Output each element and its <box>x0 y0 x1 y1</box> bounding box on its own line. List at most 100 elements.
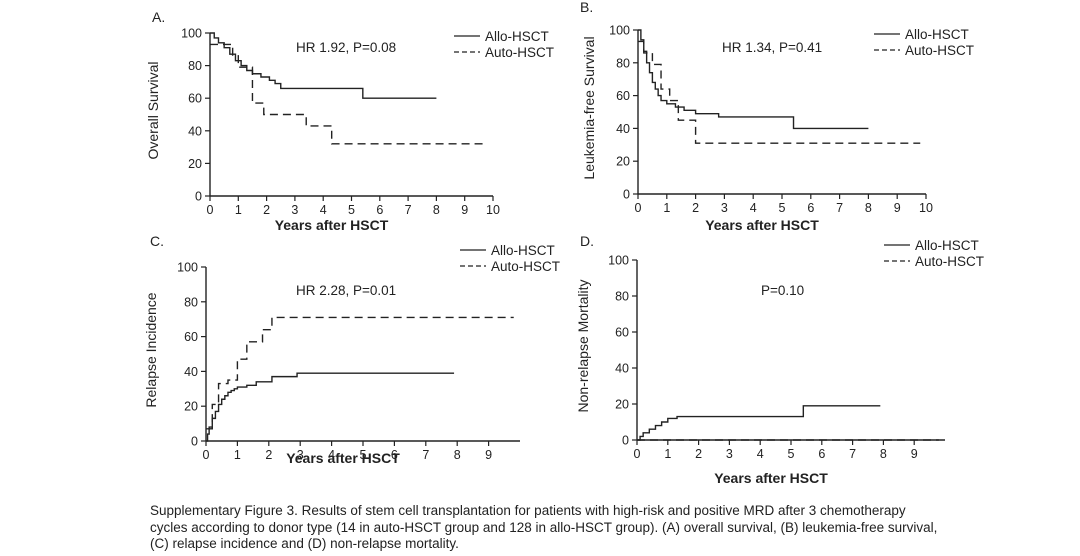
y-axis-label: Relapse Incidence <box>143 292 159 407</box>
caption-line-1: Supplementary Figure 3. Results of stem … <box>150 503 906 518</box>
caption-line-2: cycles according to donor type (14 in au… <box>150 519 938 535</box>
x-tick-label: 6 <box>376 203 383 217</box>
caption-line-3: (C) relapse incidence and (D) non-relaps… <box>150 536 459 551</box>
y-tick-label: 80 <box>616 56 630 70</box>
y-tick-label: 60 <box>616 89 630 103</box>
x-tick-label: 6 <box>818 447 825 461</box>
legend-label: Auto-HSCT <box>491 259 560 274</box>
x-tick-label: 2 <box>695 447 702 461</box>
panel-b: B. 0 20 40 60 80 100 0 1 2 3 4 5 6 7 8 9 10 Years after HS… <box>580 0 974 233</box>
x-tick-label: 3 <box>726 447 733 461</box>
y-tick-label: 60 <box>184 330 198 344</box>
legend-label: Allo-HSCT <box>491 243 555 258</box>
x-tick-label: 5 <box>348 203 355 217</box>
x-tick-label: 7 <box>849 447 856 461</box>
x-tick-label: 9 <box>485 448 492 462</box>
y-tick-label: 100 <box>177 261 198 275</box>
x-tick-label: 6 <box>807 201 814 215</box>
legend-label: Allo-HSCT <box>905 27 969 42</box>
series-line-allo-hsct <box>210 32 437 99</box>
x-tick-label: 3 <box>297 448 304 462</box>
y-tick-label: 0 <box>622 434 629 448</box>
series-line-allo-hsct <box>637 405 881 441</box>
series-line-allo-hsct <box>206 372 455 442</box>
x-tick-label: 2 <box>692 201 699 215</box>
x-axis-label: Years after HSCT <box>714 470 828 486</box>
panel-label: D. <box>580 233 594 249</box>
panel-label: B. <box>580 0 593 15</box>
x-tick-label: 5 <box>360 448 367 462</box>
y-tick-label: 20 <box>615 398 629 412</box>
x-tick-label: 1 <box>664 447 671 461</box>
panel-label: A. <box>152 9 165 25</box>
x-tick-label: 10 <box>919 201 933 215</box>
x-tick-label: 7 <box>405 203 412 217</box>
y-tick-label: 80 <box>615 290 629 304</box>
y-tick-label: 0 <box>191 435 198 449</box>
y-tick-label: 60 <box>615 326 629 340</box>
hr-annotation: HR 2.28, P=0.01 <box>296 283 396 298</box>
hr-annotation: HR 1.34, P=0.41 <box>722 40 822 55</box>
x-tick-label: 9 <box>461 203 468 217</box>
panel-a: A. 0 20 40 60 80 100 0 1 2 3 4 5 6 7 8 9 10 Years after HS… <box>145 9 554 233</box>
series-line-auto-hsct <box>210 43 488 145</box>
y-axis-label: Overall Survival <box>145 61 161 159</box>
figure-caption: Supplementary Figure 3. Results of stem … <box>150 503 1070 553</box>
x-tick-label: 0 <box>635 201 642 215</box>
y-tick-label: 100 <box>609 24 630 38</box>
x-tick-label: 0 <box>634 447 641 461</box>
x-axis-label: Years after HSCT <box>275 217 389 233</box>
panel-d: D. 0 20 40 60 80 100 0 1 2 3 4 5 6 7 8 9 Years after HSCT… <box>575 233 984 486</box>
y-tick-label: 40 <box>615 362 629 376</box>
y-tick-label: 40 <box>188 124 202 138</box>
y-axis-label: Non-relapse Mortality <box>575 279 591 412</box>
y-tick-label: 80 <box>188 59 202 73</box>
panel-c: C. 0 20 40 60 80 100 0 1 2 3 4 5 6 7 8 9 Years after HSCT… <box>143 233 560 466</box>
y-tick-label: 20 <box>188 157 202 171</box>
x-tick-label: 8 <box>865 201 872 215</box>
x-tick-label: 2 <box>265 448 272 462</box>
x-tick-label: 8 <box>433 203 440 217</box>
hr-annotation: P=0.10 <box>761 283 804 298</box>
x-tick-label: 1 <box>235 203 242 217</box>
series-line-auto-hsct <box>638 40 921 144</box>
y-tick-label: 60 <box>188 92 202 106</box>
x-tick-label: 9 <box>894 201 901 215</box>
legend-label: Allo-HSCT <box>485 29 549 44</box>
hr-annotation: HR 1.92, P=0.08 <box>296 40 396 55</box>
x-tick-label: 4 <box>328 448 335 462</box>
x-tick-label: 10 <box>486 203 500 217</box>
y-tick-label: 40 <box>616 122 630 136</box>
y-tick-label: 0 <box>195 190 202 204</box>
x-tick-label: 7 <box>836 201 843 215</box>
y-tick-label: 0 <box>623 188 630 202</box>
x-tick-label: 8 <box>880 447 887 461</box>
y-tick-label: 80 <box>184 295 198 309</box>
legend-label: Auto-HSCT <box>915 254 984 269</box>
x-tick-label: 7 <box>422 448 429 462</box>
legend-label: Auto-HSCT <box>905 43 974 58</box>
x-tick-label: 1 <box>663 201 670 215</box>
x-tick-label: 8 <box>454 448 461 462</box>
x-axis-label: Years after HSCT <box>705 217 819 233</box>
series-line-auto-hsct <box>206 316 514 430</box>
x-tick-label: 4 <box>757 447 764 461</box>
legend-label: Auto-HSCT <box>485 45 554 60</box>
x-tick-label: 9 <box>911 447 918 461</box>
y-tick-label: 100 <box>181 27 202 41</box>
x-tick-label: 4 <box>750 201 757 215</box>
x-tick-label: 5 <box>779 201 786 215</box>
y-tick-label: 100 <box>608 254 629 268</box>
x-tick-label: 5 <box>788 447 795 461</box>
x-tick-label: 1 <box>234 448 241 462</box>
x-tick-label: 4 <box>320 203 327 217</box>
y-axis-label: Leukemia-free Survival <box>581 36 597 179</box>
y-tick-label: 20 <box>616 155 630 169</box>
x-tick-label: 0 <box>207 203 214 217</box>
x-tick-label: 3 <box>721 201 728 215</box>
y-tick-label: 20 <box>184 400 198 414</box>
series-line-allo-hsct <box>638 29 869 130</box>
x-tick-label: 6 <box>391 448 398 462</box>
legend-label: Allo-HSCT <box>915 238 979 253</box>
